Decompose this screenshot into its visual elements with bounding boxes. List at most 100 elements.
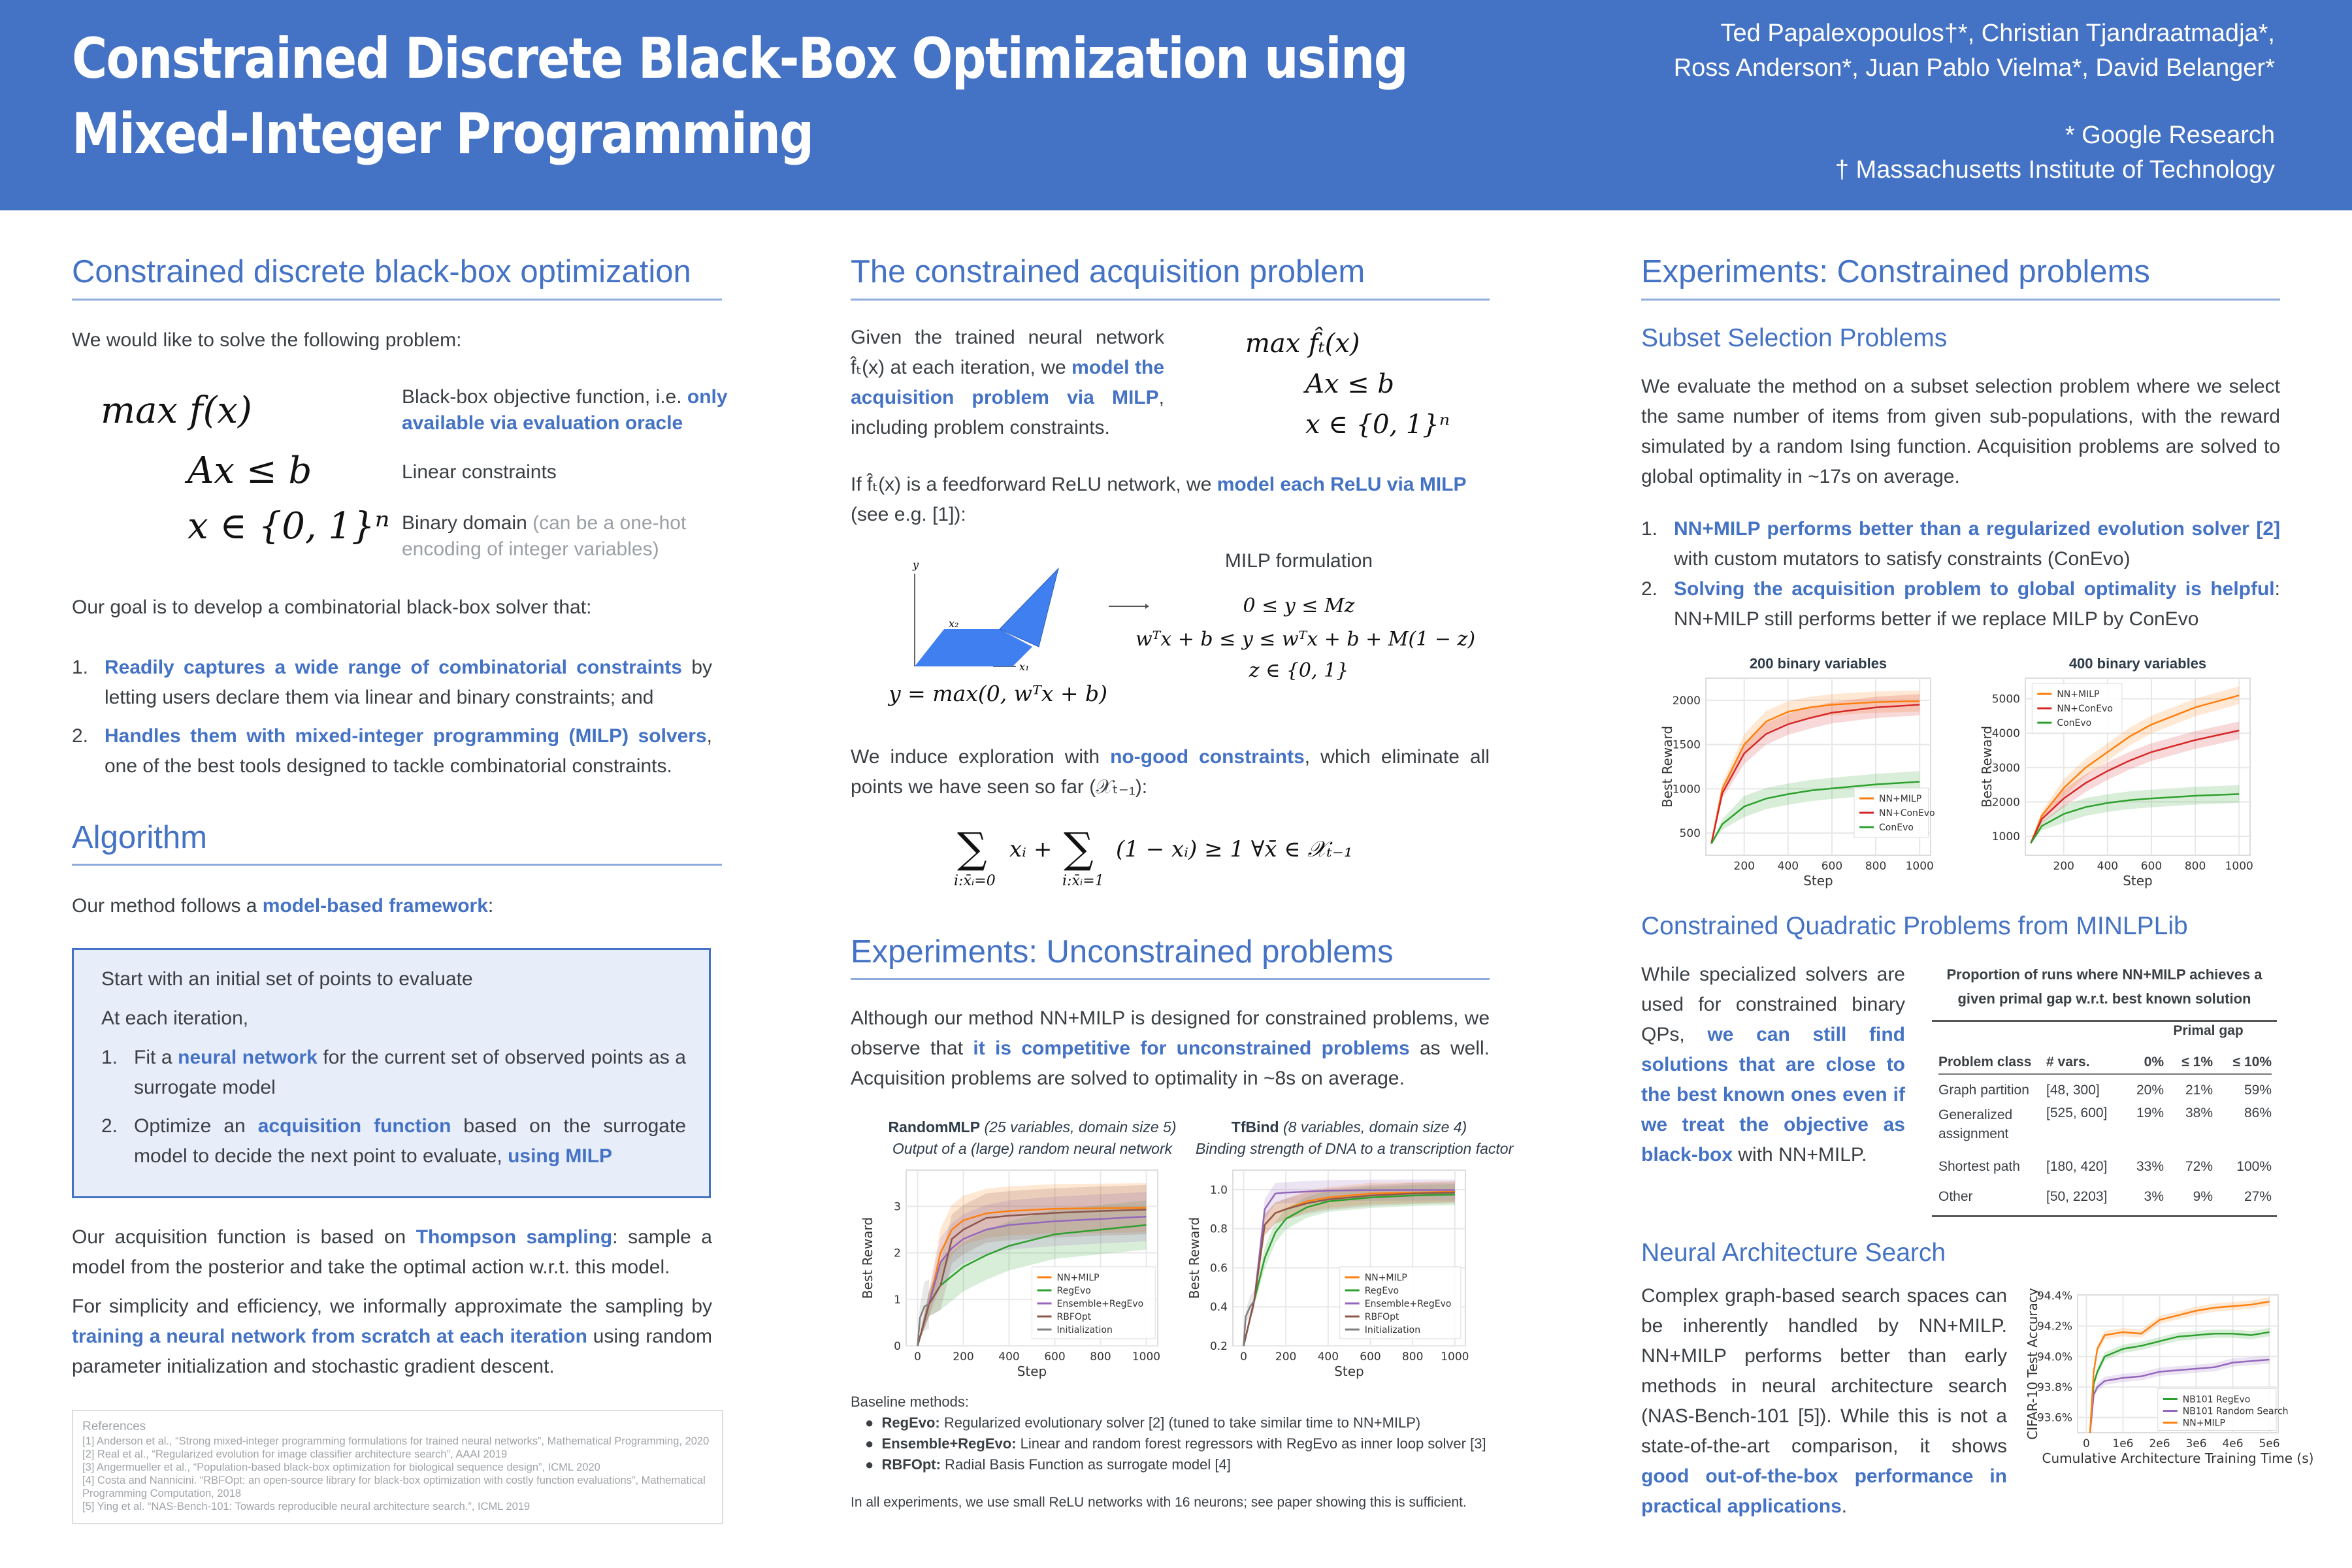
y-tick-label: 1.0 — [1210, 1184, 1228, 1197]
y-tick-label: 1 — [894, 1294, 901, 1307]
goal-text-2: Handles them with mixed-integer programm… — [105, 721, 712, 781]
series-band-2 — [2090, 1297, 2270, 1433]
text-run: , including problem constraints. — [851, 387, 1164, 438]
chart-title: 200 binary variables — [1749, 655, 1887, 672]
series-line-2 — [917, 1215, 1147, 1347]
text-run: Complex graph-based search spaces can be… — [1641, 1285, 2007, 1457]
poster-title-line1: Constrained Discrete Black-Box Optimizat… — [72, 26, 1409, 91]
subheading-nas: Neural Architecture Search — [1641, 1239, 1946, 1267]
chart-2: 0 200 400 600 800 1000 0 1 2 3 NN+MILP RegEvo Ensemb… — [860, 1169, 1160, 1379]
x-tick-label: 200 — [1734, 860, 1755, 873]
series-line-2 — [1710, 781, 1920, 844]
y-tick-label: 94.2% — [2037, 1320, 2072, 1333]
text-run: as well. Acquisition problems are solved… — [851, 1037, 1490, 1089]
highlighted-text: Readily captures a wide range of combina… — [105, 657, 682, 678]
highlighted-text: Thompson sampling — [416, 1226, 613, 1248]
table-row: Generalized assignment [525, 600] 19% 38% 86… — [1938, 1105, 2272, 1151]
objective-math: max f(x) — [101, 389, 252, 432]
heading-rule — [72, 299, 722, 301]
step-text-2: Optimize an acquisition function based o… — [134, 1111, 686, 1171]
thompson-text: Our acquisition function is based on Tho… — [72, 1222, 712, 1282]
table-cell: 3% — [2144, 1189, 2164, 1204]
reference-item: [4] Costa and Nannicini. “RBFOpt: an ope… — [82, 1475, 706, 1499]
milp-eq-2: wᵀx + b ≤ y ≤ wᵀx + b + M(1 − z) — [1135, 628, 1476, 651]
text-run: For simplicity and efficiency, we inform… — [72, 1296, 712, 1317]
series-band-1 — [2031, 721, 2240, 843]
x-tick-label: 1e6 — [2112, 1437, 2133, 1450]
y-tick-label: 2 — [894, 1247, 901, 1260]
references-box: References [1] Anderson et al., “Strong … — [72, 1410, 723, 1524]
subheading-minlplib: Constrained Quadratic Problems from MINL… — [1641, 912, 2188, 940]
acq-constraint-math: Ax ≤ b — [1305, 369, 1394, 399]
acq-objective-math: max f̂ₜ(x) — [1245, 329, 1360, 359]
series-band-1 — [917, 1200, 1147, 1346]
text-run: Optimize an — [134, 1115, 258, 1137]
reference-item: [1] Anderson et al., “Strong mixed-integ… — [82, 1435, 710, 1447]
legend-label: Ensemble+RegEvo — [1057, 1299, 1144, 1309]
chart-3: 0 200 400 600 800 1000 0.2 0.4 0.6 0.8 1.0 NN+MILP R… — [1186, 1169, 1469, 1379]
baseline-desc: Regularized evolutionary solver [2] (tun… — [939, 1414, 1421, 1431]
chart-title-note: (25 variables, domain size 5) — [984, 1119, 1177, 1135]
legend-label: RegEvo — [1057, 1286, 1091, 1296]
baseline-desc: Radial Basis Function as surrogate model… — [940, 1456, 1231, 1473]
x-tick-label: 2e6 — [2149, 1437, 2170, 1450]
series-line-2 — [1243, 1189, 1455, 1347]
y-tick-label: 0.2 — [1210, 1340, 1228, 1353]
x-tick-label: 200 — [1275, 1350, 1296, 1364]
baseline-item: ● Ensemble+RegEvo: Linear and random for… — [865, 1435, 1486, 1452]
given-text: Given the trained neural network f̂ₜ(x) … — [851, 323, 1164, 443]
x-tick-label: 400 — [1778, 860, 1799, 873]
text-run: Although our method NN+MILP is designed … — [851, 1007, 1490, 1059]
legend — [1032, 1266, 1156, 1339]
relu-figure: y x₂ x₁ — [912, 559, 1059, 673]
x-axis-label: Cumulative Architecture Training Time (s… — [2042, 1450, 2314, 1466]
milp-title: MILP formulation — [1224, 550, 1373, 572]
legend-label: NN+MILP — [2057, 689, 2099, 700]
table-cell: Generalized assignment — [1938, 1107, 2013, 1141]
highlighted-text: it is competitive for unconstrained prob… — [973, 1037, 1410, 1059]
series-line-4 — [917, 1303, 930, 1347]
legend-label: RegEvo — [1365, 1286, 1399, 1296]
series-band-2 — [1711, 771, 1920, 844]
algorithm-each: At each iteration, — [101, 1007, 249, 1029]
relu-linear-surface — [999, 567, 1059, 647]
references-title: References — [82, 1420, 146, 1433]
affiliation-mit: † Massachusetts Institute of Technology — [1835, 156, 2275, 184]
series-band-1 — [2090, 1355, 2270, 1433]
y-axis-label: Best Reward — [1186, 1217, 1202, 1299]
table-row: Graph partition [48, 300] 20% 21% 59% — [1938, 1074, 2272, 1105]
y-tick-label: 1000 — [1992, 830, 2020, 843]
text-run: for the current set of observed points a… — [134, 1047, 686, 1098]
baseline-name: Ensemble+RegEvo: — [881, 1435, 1017, 1452]
legend-label: NN+MILP — [1879, 794, 1921, 804]
table-cell: Other — [1938, 1189, 1973, 1204]
domain-math: x ∈ {0, 1}ⁿ — [188, 505, 390, 547]
unconstrained-text: Although our method NN+MILP is designed … — [851, 1004, 1490, 1094]
nas-text: Complex graph-based search spaces can be… — [1641, 1281, 2007, 1522]
legend-label: Ensemble+RegEvo — [1365, 1299, 1452, 1309]
y-tick-label: 93.8% — [2037, 1381, 2072, 1394]
text-run: , which eliminate all points we have see… — [851, 746, 1490, 798]
authors-line2: Ross Anderson*, Juan Pablo Vielma*, Davi… — [1673, 54, 2275, 82]
y-tick-label: 0 — [894, 1340, 901, 1353]
qp-text: While specialized solvers are used for c… — [1641, 960, 1905, 1170]
x-tick-label: 600 — [2141, 860, 2162, 873]
legend-label: RBFOpt — [1057, 1312, 1092, 1322]
x-tick-label: 400 — [2097, 860, 2118, 873]
nogood-term1: xᵢ + — [1009, 836, 1053, 862]
series-band-0 — [1711, 690, 1920, 844]
legend-label: NN+ConEvo — [2057, 704, 2113, 714]
finding-2: 2. Solving the acquisition problem to glo… — [1641, 574, 2280, 634]
series-line-2 — [2089, 1301, 2270, 1433]
text-run: If f̂ₜ(x) is a feedforward ReLU network,… — [851, 474, 1217, 495]
table-cell: 9% — [2193, 1189, 2213, 1204]
table-cell: 59% — [2244, 1082, 2272, 1098]
series-line-2 — [2030, 793, 2240, 844]
step-text-1: Fit a neural network for the current set… — [134, 1043, 686, 1103]
table-cell: 20% — [2136, 1082, 2164, 1098]
chart-title: RandomMLP — [888, 1119, 981, 1135]
finding-1: 1. NN+MILP performs better than a regular… — [1641, 514, 2280, 574]
x-axis-label: Step — [1803, 873, 1833, 889]
baseline-desc: Linear and random forest regressors with… — [1016, 1435, 1486, 1452]
text-run: Linear constraints — [402, 461, 557, 483]
